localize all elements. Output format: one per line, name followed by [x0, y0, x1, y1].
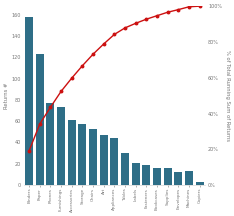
Bar	[164, 168, 172, 185]
Y-axis label: Returns #: Returns #	[4, 83, 9, 109]
Bar	[174, 172, 182, 185]
Bar	[89, 129, 97, 185]
Bar	[185, 171, 193, 185]
Bar	[25, 17, 33, 185]
Bar	[121, 153, 129, 185]
Bar	[153, 168, 161, 185]
Bar	[142, 165, 150, 185]
Bar	[110, 138, 118, 185]
Bar	[36, 54, 44, 185]
Bar	[57, 107, 65, 185]
Bar	[100, 135, 108, 185]
Y-axis label: % of Total Running Sum of Returns: % of Total Running Sum of Returns	[225, 50, 230, 141]
Bar	[47, 103, 55, 185]
Bar	[68, 120, 76, 185]
Bar	[196, 182, 204, 185]
Bar	[132, 163, 140, 185]
Bar	[78, 124, 86, 185]
